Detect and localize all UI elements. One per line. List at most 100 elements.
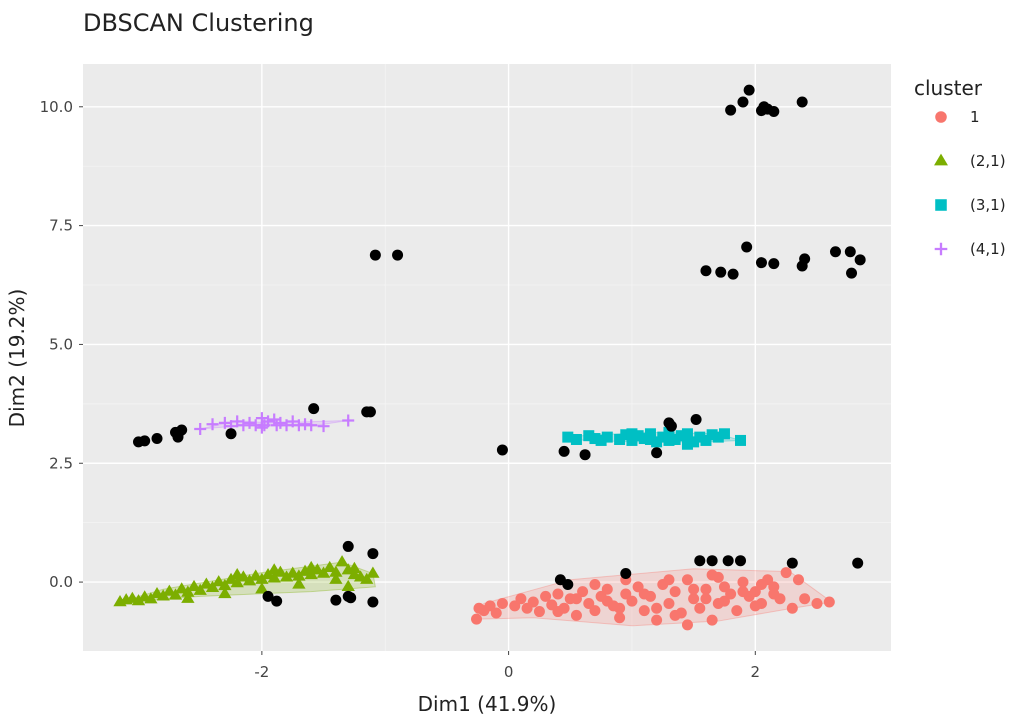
noise-point — [741, 241, 753, 253]
cluster-point — [570, 593, 582, 605]
cluster-point — [212, 575, 226, 587]
noise-point — [151, 433, 163, 445]
cluster-point — [262, 415, 275, 428]
noise-point — [225, 428, 237, 440]
noise-point — [796, 96, 808, 108]
legend-label: (4,1) — [970, 240, 1006, 258]
cluster-point — [193, 583, 207, 595]
cluster-point — [205, 580, 220, 592]
noise-point — [562, 578, 574, 590]
noise-point — [768, 106, 780, 118]
cluster-point — [626, 434, 638, 446]
cluster-point — [595, 434, 607, 446]
cluster-point — [317, 420, 330, 433]
noise-point — [694, 555, 706, 567]
noise-point — [369, 249, 381, 261]
noise-point — [172, 429, 184, 441]
noise-point — [846, 267, 858, 279]
cluster-point — [620, 429, 632, 441]
cluster-point — [626, 428, 638, 440]
noise-point — [330, 594, 342, 606]
y-tick-label: 7.5 — [49, 217, 73, 235]
cluster-point — [347, 561, 362, 573]
noise-point — [715, 266, 727, 278]
noise-point — [737, 96, 749, 108]
cluster-point — [706, 569, 718, 581]
cluster-point — [780, 567, 792, 579]
chart-title: DBSCAN Clustering — [83, 9, 314, 37]
cluster-point — [718, 581, 730, 593]
cluster-point — [231, 415, 244, 428]
cluster-point — [688, 436, 700, 448]
x-axis-title: Dim1 (41.9%) — [418, 692, 557, 714]
cluster-point — [601, 595, 613, 607]
cluster-point — [570, 433, 582, 445]
cluster-point — [181, 585, 195, 597]
cluster-point — [626, 595, 638, 607]
cluster-point — [242, 574, 257, 586]
noise-point — [651, 447, 663, 459]
noise-point — [392, 249, 404, 261]
cluster-point — [688, 593, 700, 605]
cluster-point — [218, 586, 232, 599]
cluster-point — [279, 570, 294, 582]
cluster-point — [533, 606, 545, 618]
noise-point — [743, 84, 755, 96]
cluster-point — [799, 593, 811, 605]
cluster-point — [342, 414, 355, 427]
cluster-point — [644, 433, 656, 445]
cluster-point — [230, 576, 244, 588]
cluster-point — [484, 600, 496, 612]
noise-point — [345, 592, 357, 604]
cluster-point — [162, 584, 177, 596]
cluster-point — [663, 434, 675, 446]
cluster-point — [681, 574, 693, 586]
cluster-point — [657, 431, 669, 443]
cluster-point — [651, 614, 663, 626]
cluster-point — [718, 428, 730, 440]
cluster-point — [274, 416, 287, 429]
noise-point — [342, 540, 354, 552]
noise-point — [579, 449, 591, 461]
cluster-point — [194, 423, 207, 436]
cluster-point — [749, 600, 761, 612]
cluster-point — [601, 583, 613, 595]
cluster-point — [601, 431, 613, 443]
cluster-point — [651, 436, 663, 448]
cluster-point — [243, 416, 256, 429]
cluster-point — [811, 597, 823, 609]
cluster-point — [694, 431, 706, 443]
cluster-point — [286, 415, 299, 428]
noise-point — [558, 445, 570, 457]
cluster-point — [638, 588, 650, 600]
cluster-point — [737, 576, 749, 588]
noise-point — [799, 253, 811, 265]
y-tick-label: 5.0 — [49, 335, 73, 353]
cluster-point — [614, 602, 626, 614]
cluster-point — [681, 428, 693, 440]
cluster-point — [540, 590, 552, 602]
cluster-point — [731, 605, 743, 617]
cluster-point — [527, 596, 539, 608]
cluster-point — [614, 433, 626, 445]
cluster-point — [329, 565, 343, 577]
cluster-point — [589, 605, 601, 617]
cluster-point — [663, 426, 675, 438]
noise-point — [755, 257, 767, 269]
cluster-point — [589, 578, 601, 590]
cluster-point — [768, 588, 780, 600]
cluster-point — [230, 567, 244, 580]
cluster-point — [675, 430, 687, 442]
cluster-point — [304, 567, 318, 580]
cluster-point — [737, 586, 749, 598]
cluster-point — [360, 572, 374, 584]
noise-point — [786, 557, 798, 569]
axis-ticks: -2 0 2 0.0 2.5 5.0 7.5 10.0 — [40, 98, 760, 681]
cluster-point — [168, 588, 183, 600]
cluster-point — [329, 572, 343, 584]
cluster-point — [644, 428, 656, 440]
noise-point — [271, 595, 283, 607]
noise-point — [735, 555, 747, 567]
cluster-point — [305, 419, 318, 432]
cluster-point — [255, 572, 269, 584]
